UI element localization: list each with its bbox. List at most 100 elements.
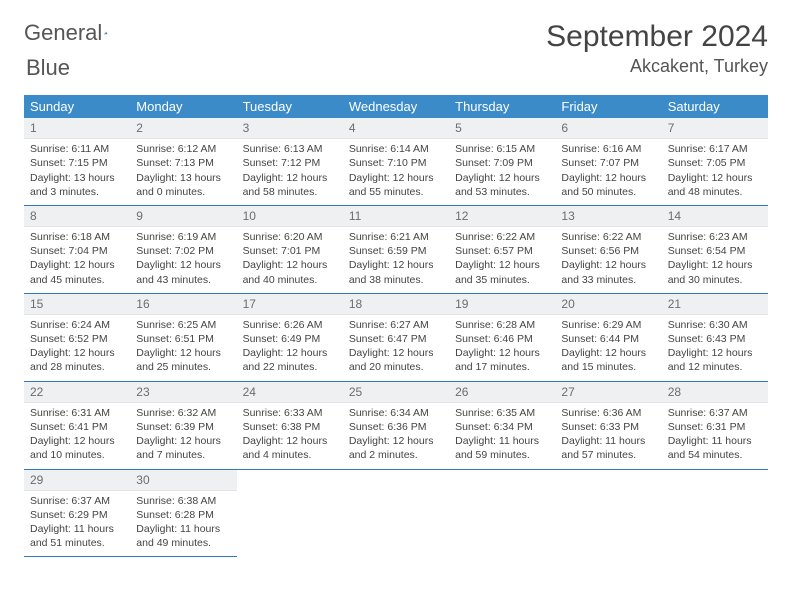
sunset-line: Sunset: 6:49 PM: [243, 332, 337, 346]
weekday-header: Tuesday: [237, 95, 343, 118]
daylight-line: Daylight: 12 hours and 15 minutes.: [561, 346, 655, 374]
sunrise-line: Sunrise: 6:31 AM: [30, 406, 124, 420]
day-body: Sunrise: 6:23 AMSunset: 6:54 PMDaylight:…: [662, 227, 768, 293]
daylight-line: Daylight: 12 hours and 40 minutes.: [243, 258, 337, 286]
calendar-day-cell: 1Sunrise: 6:11 AMSunset: 7:15 PMDaylight…: [24, 118, 130, 205]
sunset-line: Sunset: 7:05 PM: [668, 156, 762, 170]
sunset-line: Sunset: 6:43 PM: [668, 332, 762, 346]
calendar-day-cell: [343, 469, 449, 557]
sunrise-line: Sunrise: 6:21 AM: [349, 230, 443, 244]
sunrise-line: Sunrise: 6:17 AM: [668, 142, 762, 156]
daylight-line: Daylight: 12 hours and 2 minutes.: [349, 434, 443, 462]
sunrise-line: Sunrise: 6:23 AM: [668, 230, 762, 244]
day-body: Sunrise: 6:30 AMSunset: 6:43 PMDaylight:…: [662, 315, 768, 381]
sunset-line: Sunset: 7:01 PM: [243, 244, 337, 258]
calendar-week-row: 22Sunrise: 6:31 AMSunset: 6:41 PMDayligh…: [24, 381, 768, 469]
calendar-day-cell: 2Sunrise: 6:12 AMSunset: 7:13 PMDaylight…: [130, 118, 236, 205]
day-body: Sunrise: 6:22 AMSunset: 6:56 PMDaylight:…: [555, 227, 661, 293]
day-body: Sunrise: 6:31 AMSunset: 6:41 PMDaylight:…: [24, 403, 130, 469]
sunset-line: Sunset: 7:13 PM: [136, 156, 230, 170]
sunrise-line: Sunrise: 6:19 AM: [136, 230, 230, 244]
calendar-day-cell: 8Sunrise: 6:18 AMSunset: 7:04 PMDaylight…: [24, 205, 130, 293]
calendar-day-cell: 4Sunrise: 6:14 AMSunset: 7:10 PMDaylight…: [343, 118, 449, 205]
daylight-line: Daylight: 12 hours and 35 minutes.: [455, 258, 549, 286]
sunset-line: Sunset: 6:46 PM: [455, 332, 549, 346]
daylight-line: Daylight: 12 hours and 4 minutes.: [243, 434, 337, 462]
day-number: 22: [24, 382, 130, 403]
day-number: 16: [130, 294, 236, 315]
day-body: Sunrise: 6:26 AMSunset: 6:49 PMDaylight:…: [237, 315, 343, 381]
calendar-day-cell: [237, 469, 343, 557]
sunrise-line: Sunrise: 6:26 AM: [243, 318, 337, 332]
sunrise-line: Sunrise: 6:15 AM: [455, 142, 549, 156]
daylight-line: Daylight: 11 hours and 59 minutes.: [455, 434, 549, 462]
calendar-day-cell: 20Sunrise: 6:29 AMSunset: 6:44 PMDayligh…: [555, 293, 661, 381]
weekday-header: Saturday: [662, 95, 768, 118]
weekday-header: Sunday: [24, 95, 130, 118]
day-number: 19: [449, 294, 555, 315]
sail-icon: [104, 24, 108, 42]
day-number: 6: [555, 118, 661, 139]
sunset-line: Sunset: 6:59 PM: [349, 244, 443, 258]
daylight-line: Daylight: 12 hours and 10 minutes.: [30, 434, 124, 462]
day-number: 25: [343, 382, 449, 403]
day-number: 4: [343, 118, 449, 139]
sunset-line: Sunset: 7:04 PM: [30, 244, 124, 258]
sunrise-line: Sunrise: 6:37 AM: [668, 406, 762, 420]
day-body: Sunrise: 6:19 AMSunset: 7:02 PMDaylight:…: [130, 227, 236, 293]
day-body: Sunrise: 6:15 AMSunset: 7:09 PMDaylight:…: [449, 139, 555, 205]
daylight-line: Daylight: 12 hours and 48 minutes.: [668, 171, 762, 199]
calendar-day-cell: 6Sunrise: 6:16 AMSunset: 7:07 PMDaylight…: [555, 118, 661, 205]
sunset-line: Sunset: 7:02 PM: [136, 244, 230, 258]
day-body: Sunrise: 6:38 AMSunset: 6:28 PMDaylight:…: [130, 491, 236, 557]
weekday-header: Monday: [130, 95, 236, 118]
day-body: Sunrise: 6:24 AMSunset: 6:52 PMDaylight:…: [24, 315, 130, 381]
day-number: 9: [130, 206, 236, 227]
sunset-line: Sunset: 7:09 PM: [455, 156, 549, 170]
weekday-header: Wednesday: [343, 95, 449, 118]
day-number: 20: [555, 294, 661, 315]
sunset-line: Sunset: 6:57 PM: [455, 244, 549, 258]
sunset-line: Sunset: 7:07 PM: [561, 156, 655, 170]
calendar-day-cell: 14Sunrise: 6:23 AMSunset: 6:54 PMDayligh…: [662, 205, 768, 293]
calendar-week-row: 1Sunrise: 6:11 AMSunset: 7:15 PMDaylight…: [24, 118, 768, 205]
day-number: 23: [130, 382, 236, 403]
calendar-week-row: 15Sunrise: 6:24 AMSunset: 6:52 PMDayligh…: [24, 293, 768, 381]
day-number: 27: [555, 382, 661, 403]
sunset-line: Sunset: 6:36 PM: [349, 420, 443, 434]
calendar-day-cell: 19Sunrise: 6:28 AMSunset: 6:46 PMDayligh…: [449, 293, 555, 381]
day-body: Sunrise: 6:22 AMSunset: 6:57 PMDaylight:…: [449, 227, 555, 293]
sunset-line: Sunset: 6:29 PM: [30, 508, 124, 522]
sunrise-line: Sunrise: 6:27 AM: [349, 318, 443, 332]
calendar-day-cell: 26Sunrise: 6:35 AMSunset: 6:34 PMDayligh…: [449, 381, 555, 469]
daylight-line: Daylight: 12 hours and 43 minutes.: [136, 258, 230, 286]
calendar-day-cell: [449, 469, 555, 557]
sunset-line: Sunset: 6:33 PM: [561, 420, 655, 434]
calendar-day-cell: [662, 469, 768, 557]
daylight-line: Daylight: 12 hours and 38 minutes.: [349, 258, 443, 286]
brand-word1: General: [24, 20, 102, 46]
calendar-day-cell: 15Sunrise: 6:24 AMSunset: 6:52 PMDayligh…: [24, 293, 130, 381]
day-number: 26: [449, 382, 555, 403]
calendar-day-cell: 18Sunrise: 6:27 AMSunset: 6:47 PMDayligh…: [343, 293, 449, 381]
day-body: Sunrise: 6:12 AMSunset: 7:13 PMDaylight:…: [130, 139, 236, 205]
day-body: Sunrise: 6:37 AMSunset: 6:31 PMDaylight:…: [662, 403, 768, 469]
calendar-day-cell: 17Sunrise: 6:26 AMSunset: 6:49 PMDayligh…: [237, 293, 343, 381]
sunrise-line: Sunrise: 6:28 AM: [455, 318, 549, 332]
calendar-day-cell: 16Sunrise: 6:25 AMSunset: 6:51 PMDayligh…: [130, 293, 236, 381]
day-number: 15: [24, 294, 130, 315]
sunrise-line: Sunrise: 6:32 AM: [136, 406, 230, 420]
daylight-line: Daylight: 11 hours and 57 minutes.: [561, 434, 655, 462]
day-number: 24: [237, 382, 343, 403]
sunrise-line: Sunrise: 6:22 AM: [455, 230, 549, 244]
sunrise-line: Sunrise: 6:36 AM: [561, 406, 655, 420]
daylight-line: Daylight: 12 hours and 55 minutes.: [349, 171, 443, 199]
calendar-day-cell: 13Sunrise: 6:22 AMSunset: 6:56 PMDayligh…: [555, 205, 661, 293]
day-body: Sunrise: 6:18 AMSunset: 7:04 PMDaylight:…: [24, 227, 130, 293]
sunrise-line: Sunrise: 6:38 AM: [136, 494, 230, 508]
weekday-header-row: Sunday Monday Tuesday Wednesday Thursday…: [24, 95, 768, 118]
daylight-line: Daylight: 12 hours and 20 minutes.: [349, 346, 443, 374]
day-number: 14: [662, 206, 768, 227]
day-body: Sunrise: 6:28 AMSunset: 6:46 PMDaylight:…: [449, 315, 555, 381]
calendar-day-cell: 3Sunrise: 6:13 AMSunset: 7:12 PMDaylight…: [237, 118, 343, 205]
